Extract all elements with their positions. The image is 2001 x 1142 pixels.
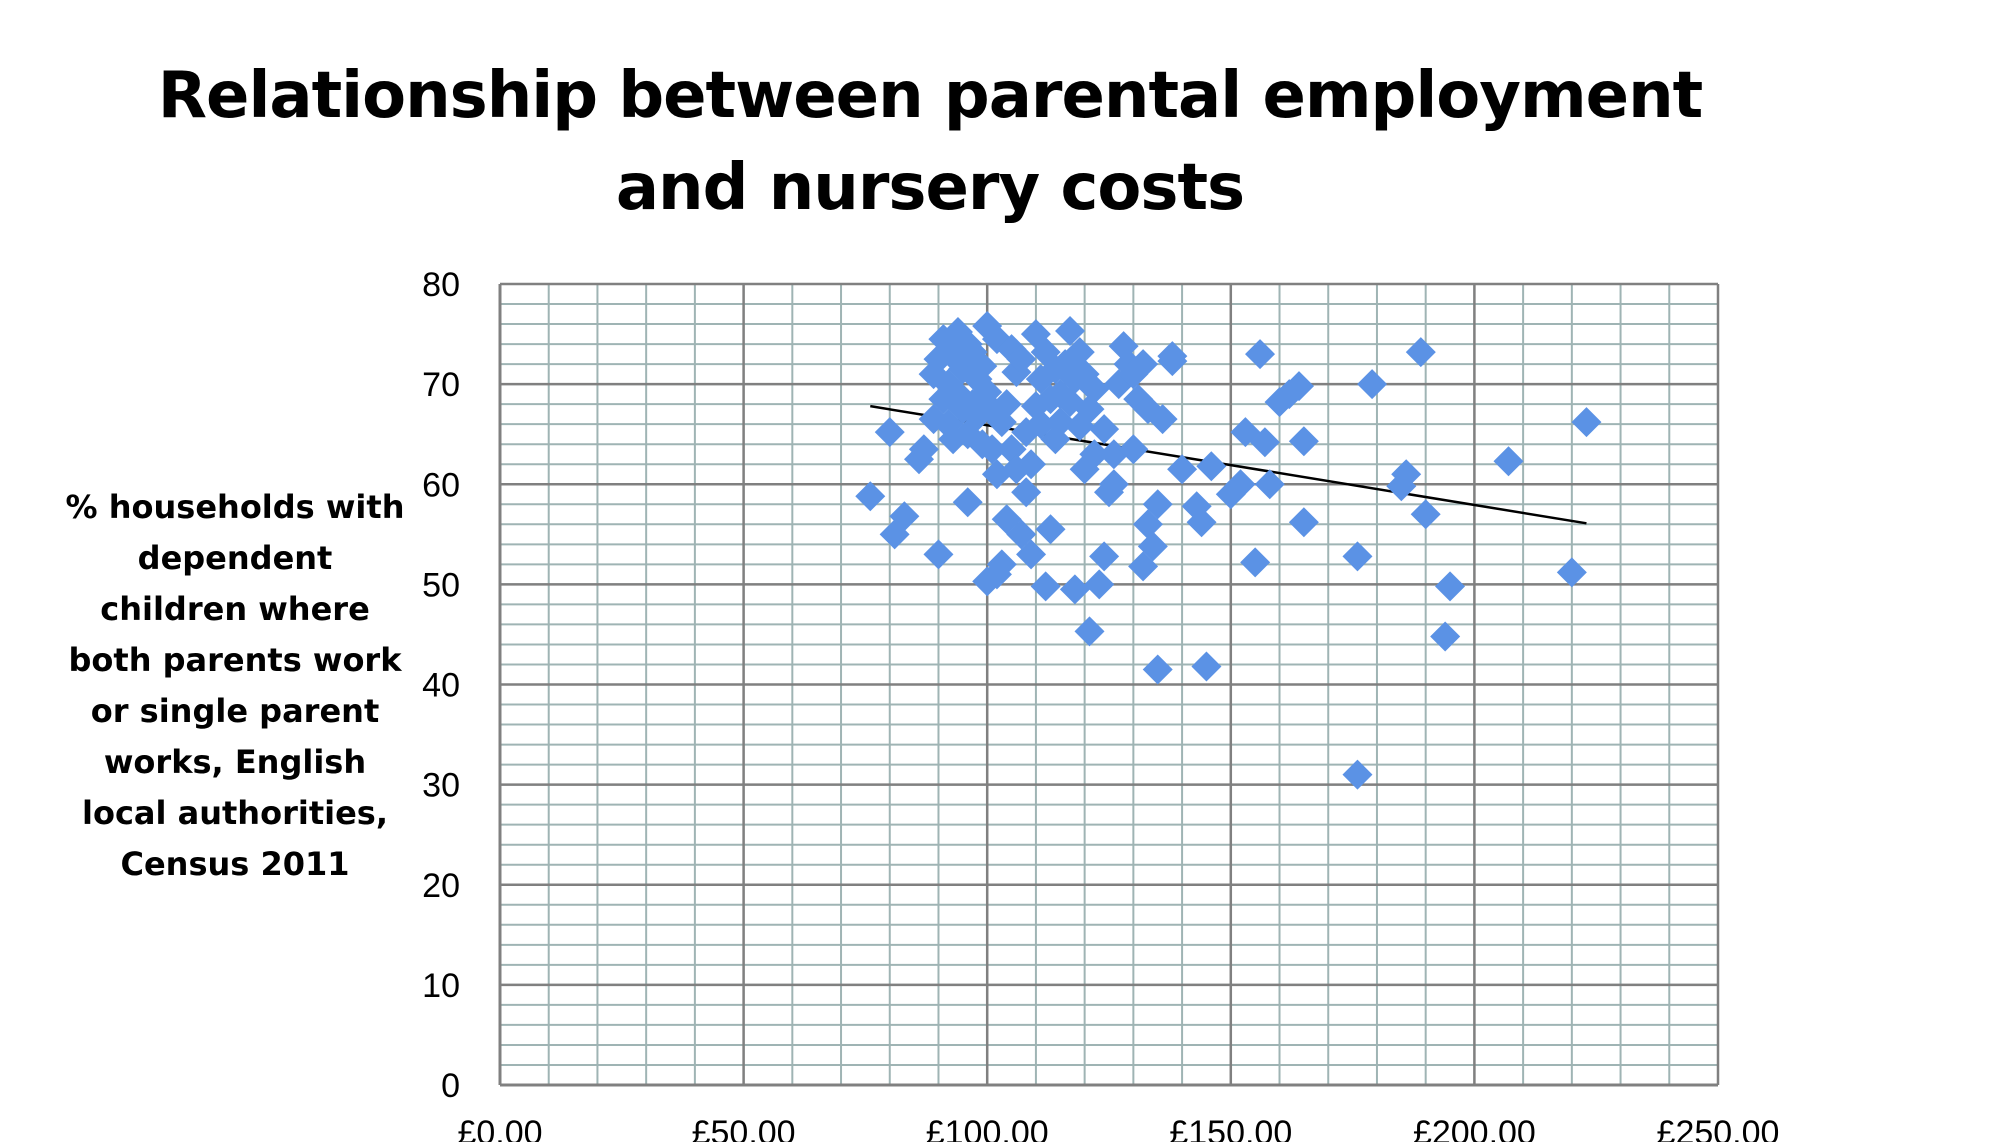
data-point bbox=[1225, 469, 1256, 500]
y-tick-label: 20 bbox=[422, 867, 460, 905]
x-tick-label: £200.00 bbox=[1413, 1114, 1536, 1142]
data-point bbox=[1055, 316, 1086, 347]
data-point bbox=[1342, 541, 1373, 572]
y-axis-label: % households with dependent children whe… bbox=[65, 488, 405, 883]
data-point bbox=[1016, 539, 1047, 570]
data-point bbox=[1357, 369, 1388, 400]
data-point bbox=[1089, 541, 1120, 572]
data-point bbox=[1030, 571, 1061, 602]
data-point bbox=[1157, 346, 1188, 377]
data-point bbox=[1186, 507, 1217, 538]
y-tick-label: 50 bbox=[422, 566, 460, 604]
data-point bbox=[1118, 434, 1149, 465]
data-point bbox=[996, 434, 1027, 465]
data-point bbox=[1181, 491, 1212, 522]
y-tick-label: 0 bbox=[441, 1067, 460, 1105]
data-point bbox=[991, 389, 1022, 420]
data-point bbox=[1084, 569, 1115, 600]
data-point bbox=[1191, 651, 1222, 682]
data-point bbox=[1137, 531, 1168, 562]
data-point bbox=[1098, 469, 1129, 500]
x-axis-tick-labels: £0.00 £50.00 £100.00 £150.00 £200.00 £250.00 bbox=[457, 1114, 1779, 1142]
data-point bbox=[1079, 374, 1110, 405]
data-point bbox=[923, 539, 954, 570]
x-tick-label: £250.00 bbox=[1657, 1114, 1780, 1142]
data-point bbox=[1249, 427, 1280, 458]
y-tick-label: 10 bbox=[422, 967, 460, 1005]
data-point bbox=[1079, 439, 1110, 470]
data-point bbox=[1342, 759, 1373, 790]
data-point bbox=[1128, 349, 1159, 380]
data-point bbox=[889, 501, 920, 532]
data-point bbox=[1254, 469, 1285, 500]
data-point bbox=[952, 487, 983, 518]
x-tick-label: £50.00 bbox=[692, 1114, 796, 1142]
data-point bbox=[1035, 514, 1066, 545]
data-point bbox=[1074, 616, 1105, 647]
data-point bbox=[1011, 477, 1042, 508]
axes bbox=[498, 284, 1718, 1087]
data-point bbox=[1059, 574, 1090, 605]
data-point bbox=[1493, 446, 1524, 477]
data-point bbox=[1240, 547, 1271, 578]
data-point bbox=[1556, 557, 1587, 588]
y-axis-tick-labels: 0 10 20 30 40 50 60 70 80 bbox=[422, 266, 460, 1105]
trendline bbox=[870, 404, 1587, 525]
data-point bbox=[1288, 507, 1319, 538]
data-point bbox=[855, 481, 886, 512]
y-tick-label: 60 bbox=[422, 466, 460, 504]
x-tick-label: £0.00 bbox=[457, 1114, 542, 1142]
trendline-layer bbox=[870, 404, 1587, 525]
data-point bbox=[1391, 459, 1422, 490]
y-tick-label: 30 bbox=[422, 767, 460, 805]
data-points bbox=[855, 311, 1602, 790]
data-point bbox=[1167, 454, 1198, 485]
data-point bbox=[874, 417, 905, 448]
data-point bbox=[1142, 654, 1173, 685]
data-point bbox=[908, 434, 939, 465]
data-point bbox=[1410, 499, 1441, 530]
y-tick-label: 70 bbox=[422, 366, 460, 404]
data-point bbox=[1016, 449, 1047, 480]
data-point bbox=[1284, 371, 1315, 402]
grid bbox=[498, 282, 1720, 1087]
chart-title: Relationship between parental employment… bbox=[157, 59, 1703, 225]
data-point bbox=[1435, 571, 1466, 602]
data-point bbox=[1288, 426, 1319, 457]
data-point bbox=[977, 434, 1008, 465]
data-point bbox=[1196, 451, 1227, 482]
x-tick-label: £150.00 bbox=[1169, 1114, 1292, 1142]
data-point bbox=[1147, 404, 1178, 435]
data-point bbox=[1245, 339, 1276, 370]
x-tick-label: £100.00 bbox=[926, 1114, 1049, 1142]
data-point bbox=[1142, 489, 1173, 520]
data-point bbox=[1430, 621, 1461, 652]
data-point bbox=[1571, 407, 1602, 438]
data-point bbox=[1089, 414, 1120, 445]
data-point bbox=[996, 334, 1027, 365]
data-point bbox=[967, 351, 998, 382]
y-tick-label: 40 bbox=[422, 667, 460, 705]
data-point bbox=[1006, 344, 1037, 375]
data-point bbox=[1074, 394, 1105, 425]
data-point bbox=[986, 549, 1017, 580]
data-point bbox=[1405, 337, 1436, 368]
data-point bbox=[1064, 337, 1095, 368]
y-tick-label: 80 bbox=[422, 266, 460, 304]
